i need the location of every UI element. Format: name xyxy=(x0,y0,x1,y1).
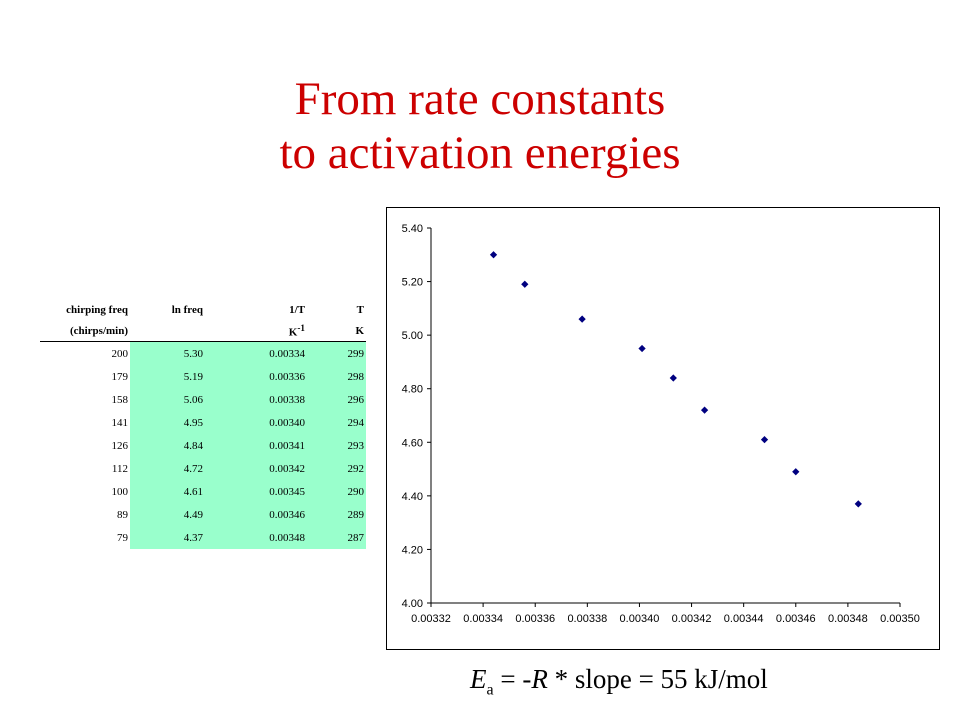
cell-ln-freq: 4.49 xyxy=(130,503,205,526)
cell-inverse-t: 0.00334 xyxy=(205,341,307,365)
table-row: 112 4.72 0.00342 292 xyxy=(40,457,366,480)
cell-chirping-freq: 141 xyxy=(111,416,129,429)
cell-inverse-t: 0.00338 xyxy=(205,388,307,411)
cell-t: 289 xyxy=(307,503,366,526)
cell-chirping-freq: 200 xyxy=(111,347,129,360)
unit-ln-freq xyxy=(130,320,205,342)
table-row: 179 5.19 0.00336 298 xyxy=(40,365,366,388)
cell-chirping-freq: 112 xyxy=(111,462,128,475)
cell-ln-freq: 4.61 xyxy=(130,480,205,503)
cell-t: 292 xyxy=(307,457,366,480)
header-inverse-t: 1/T xyxy=(289,304,305,316)
x-tick-label: 0.00332 xyxy=(411,613,451,625)
cell-ln-freq: 4.84 xyxy=(130,434,205,457)
cell-chirping-freq: 179 xyxy=(111,370,129,383)
x-tick-label: 0.00338 xyxy=(567,613,607,625)
data-point xyxy=(760,435,769,444)
table-row: 100 4.61 0.00345 290 xyxy=(40,480,366,503)
cell-t: 298 xyxy=(307,365,366,388)
y-tick-label: 4.20 xyxy=(402,544,423,556)
cell-chirping-freq: 126 xyxy=(111,439,129,452)
cell-t: 287 xyxy=(307,526,366,549)
cell-inverse-t: 0.00348 xyxy=(205,526,307,549)
data-point xyxy=(669,374,677,382)
x-tick-label: 0.00336 xyxy=(515,613,555,625)
data-point xyxy=(700,406,709,414)
unit-inverse-kelvin: K-1 xyxy=(205,320,307,342)
cell-inverse-t: 0.00340 xyxy=(205,411,307,434)
y-tick-label: 5.20 xyxy=(402,277,423,289)
activation-energy-formula: Ea = -R * slope = 55 kJ/mol xyxy=(470,664,768,699)
table-row: 158 5.06 0.00338 296 xyxy=(40,388,366,411)
data-point xyxy=(854,500,862,508)
scatter-plot-svg: 4.00 4.20 4.40 4.60 4.80 5.00 5.20 5.40 0.00332 0… xyxy=(402,223,920,625)
data-point xyxy=(489,251,498,259)
table-row: 141 4.95 0.00340 294 xyxy=(40,411,366,434)
cell-t: 299 xyxy=(307,341,366,365)
formula-subscript-a: a xyxy=(486,681,494,699)
y-tick-label: 4.80 xyxy=(402,384,423,396)
x-tick-label: 0.00340 xyxy=(620,613,660,625)
unit-k-exponent: -1 xyxy=(297,322,305,333)
cell-ln-freq: 5.19 xyxy=(130,365,205,388)
table-units-row: (chirps/min) K-1 K xyxy=(40,320,366,342)
x-tick-label: 0.00342 xyxy=(672,613,712,625)
table-row: 89 4.49 0.00346 289 xyxy=(40,503,366,526)
header-ln-freq: ln freq xyxy=(171,304,203,316)
unit-kelvin: K xyxy=(307,320,366,342)
cell-chirping-freq: 100 xyxy=(111,485,129,498)
formula-symbol-r: R xyxy=(531,664,548,694)
formula-rest: * slope = 55 kJ/mol xyxy=(547,664,768,694)
data-table: chirping freq ln freq 1/T T (chirps/min)… xyxy=(40,300,366,549)
y-tick-label: 5.00 xyxy=(402,330,423,342)
header-t: T xyxy=(356,304,364,316)
cell-ln-freq: 4.95 xyxy=(130,411,205,434)
table-row: 200 5.30 0.00334 299 xyxy=(40,341,366,365)
unit-k-base: K xyxy=(288,326,298,339)
y-tick-label: 5.40 xyxy=(402,223,423,235)
x-tick-label: 0.00344 xyxy=(724,613,764,625)
cell-chirping-freq: 79 xyxy=(117,531,128,544)
cell-inverse-t: 0.00346 xyxy=(205,503,307,526)
data-point xyxy=(578,315,586,323)
data-point xyxy=(792,468,800,476)
cell-ln-freq: 4.37 xyxy=(130,526,205,549)
title-line-1: From rate constants xyxy=(294,73,666,125)
title-line-2: to activation energies xyxy=(279,127,681,179)
cell-t: 294 xyxy=(307,411,366,434)
y-tick-label: 4.40 xyxy=(402,491,423,503)
formula-symbol-e: E xyxy=(470,664,487,694)
cell-inverse-t: 0.00336 xyxy=(205,365,307,388)
cell-t: 293 xyxy=(307,434,366,457)
data-point xyxy=(521,280,529,288)
cell-t: 290 xyxy=(307,480,366,503)
slide-title: From rate constants to activation energi… xyxy=(0,72,960,180)
x-tick-label: 0.00334 xyxy=(463,613,503,625)
cell-chirping-freq: 89 xyxy=(117,508,128,521)
cell-t: 296 xyxy=(307,388,366,411)
cell-inverse-t: 0.00345 xyxy=(205,480,307,503)
cell-ln-freq: 5.30 xyxy=(130,341,205,365)
cell-ln-freq: 5.06 xyxy=(130,388,205,411)
x-tick-label: 0.00346 xyxy=(776,613,816,625)
table-row: 79 4.37 0.00348 287 xyxy=(40,526,366,549)
y-tick-label: 4.00 xyxy=(402,598,423,610)
y-tick-label: 4.60 xyxy=(402,437,423,449)
formula-equals: = - xyxy=(493,664,532,694)
cell-ln-freq: 4.72 xyxy=(130,457,205,480)
cell-chirping-freq: 158 xyxy=(111,393,129,406)
cell-inverse-t: 0.00341 xyxy=(205,434,307,457)
cell-inverse-t: 0.00342 xyxy=(205,457,307,480)
table-header-row: chirping freq ln freq 1/T T xyxy=(40,300,366,320)
header-chirping-freq: chirping freq xyxy=(66,304,128,316)
scatter-chart: 4.00 4.20 4.40 4.60 4.80 5.00 5.20 5.40 0.00332 0… xyxy=(386,207,940,650)
unit-chirps-per-min: (chirps/min) xyxy=(40,320,130,342)
x-tick-label: 0.00350 xyxy=(880,613,920,625)
table-row: 126 4.84 0.00341 293 xyxy=(40,434,366,457)
x-tick-label: 0.00348 xyxy=(828,613,868,625)
data-point xyxy=(638,344,646,353)
